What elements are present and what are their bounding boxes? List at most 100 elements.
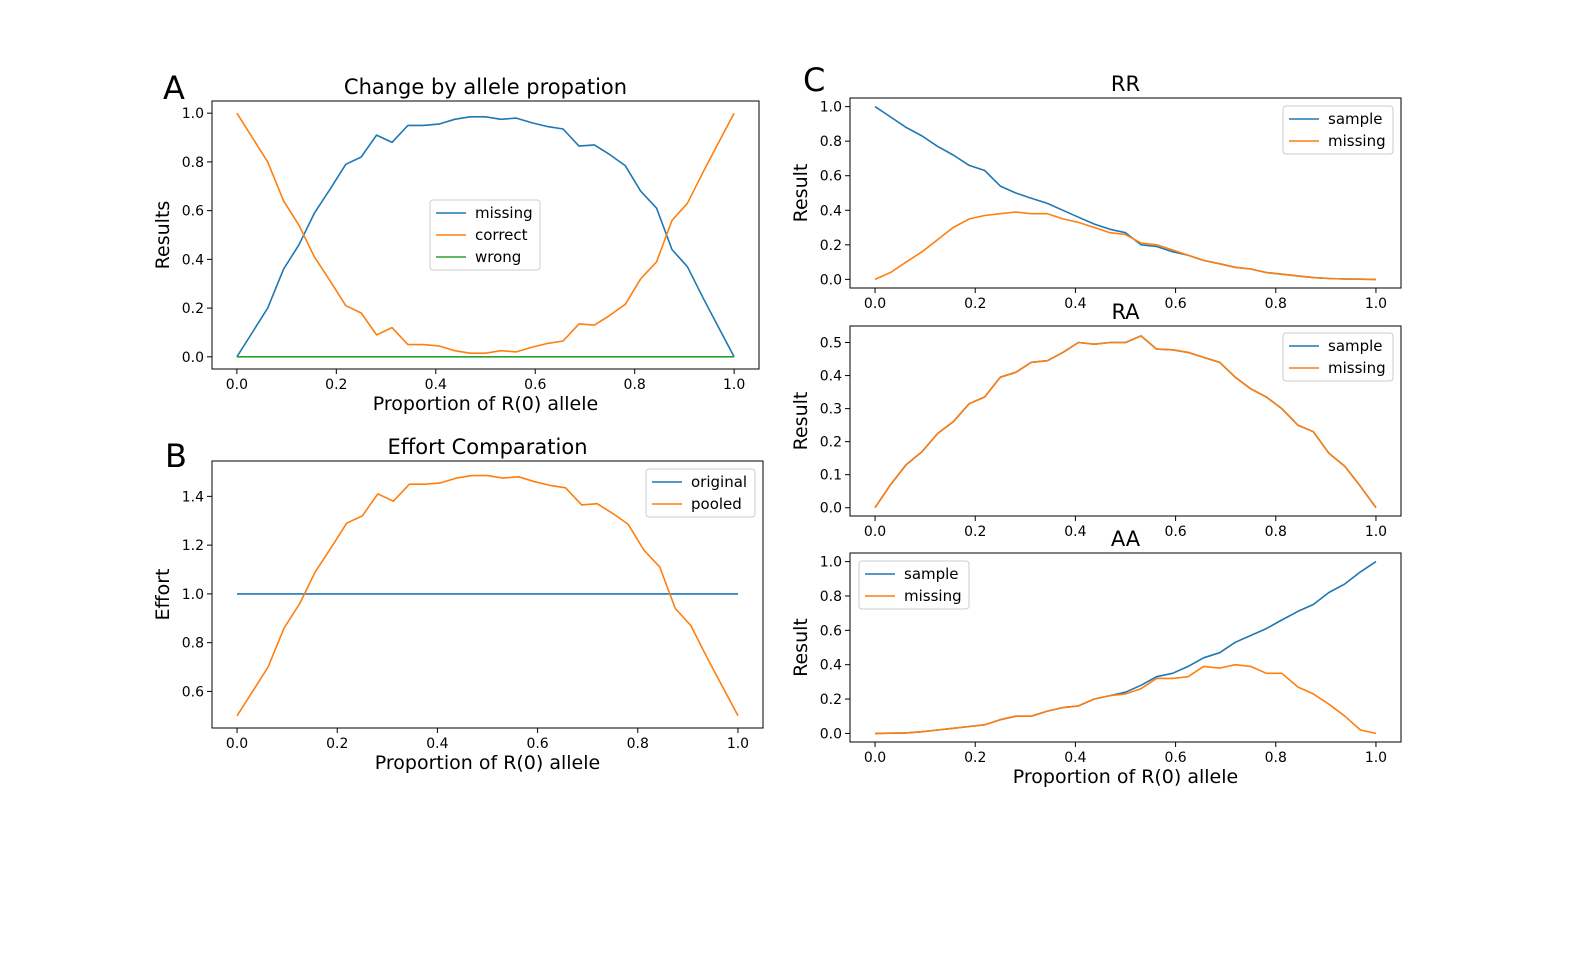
chart-a: Change by allele propation 0.0 0.2 0.4 0.6 0.…	[152, 75, 760, 415]
plot-frame	[849, 552, 1402, 743]
series-line-pooled	[236, 474, 739, 717]
x-axis-label: Proportion of R(0) allele	[373, 393, 598, 415]
x-tick-label: 1.0	[1365, 524, 1387, 540]
y-tick-label: 0.8	[182, 155, 204, 171]
x-tick-label: 0.4	[426, 736, 448, 752]
x-tick-label: 0.4	[1064, 750, 1086, 766]
x-tick-label: 0.2	[326, 736, 348, 752]
x-tick-label: 0.6	[1164, 296, 1186, 312]
y-tick-label: 0.6	[182, 684, 204, 700]
y-tick-label: 0.8	[820, 589, 842, 605]
plot-frame	[211, 100, 760, 370]
y-tick-label: 0.1	[820, 468, 842, 484]
chart-title: Change by allele propation	[344, 75, 627, 99]
y-tick-label: 0.0	[820, 272, 842, 288]
legend-label-pooled: pooled	[691, 495, 742, 513]
x-tick-label: 0.6	[524, 377, 546, 393]
x-tick-label: 0.8	[1265, 296, 1287, 312]
legend: original pooled	[645, 468, 756, 518]
legend: sample missing	[1282, 332, 1394, 382]
legend-box	[1282, 332, 1394, 382]
panel-letter-b: B	[165, 437, 187, 475]
x-tick-label: 0.6	[1164, 750, 1186, 766]
y-axis-label: Effort	[152, 569, 174, 621]
x-tick-label: 0.8	[627, 736, 649, 752]
panel-letter-c: C	[803, 61, 825, 99]
x-tick-label: 0.8	[1265, 750, 1287, 766]
chart-c-aa: AA 0.0 0.2 0.4 0.6 0.8 1.0 0.0 0.2 0.4 0.6 0.8 1.0 Pr…	[790, 527, 1402, 788]
x-tick-label: 0.4	[425, 377, 447, 393]
y-tick-label: 0.5	[820, 336, 842, 352]
y-tick-label: 1.2	[182, 538, 204, 554]
y-tick-label: 0.4	[820, 203, 842, 219]
panel-letter-a: A	[163, 69, 185, 107]
y-tick-label: 0.6	[182, 204, 204, 220]
y-tick-label: 1.0	[182, 587, 204, 603]
series-line-missing	[874, 211, 1377, 281]
y-axis-label: Result	[790, 164, 812, 223]
y-tick-label: 0.2	[820, 238, 842, 254]
chart-c-ra: RA 0.0 0.2 0.4 0.6 0.8 1.0 0.0 0.1 0.2 0.3 0.4 0.5 Re…	[790, 300, 1402, 540]
x-axis-label: Proportion of R(0) allele	[1013, 766, 1238, 788]
x-tick-label: 0.2	[325, 377, 347, 393]
y-tick-label: 0.6	[820, 169, 842, 185]
y-axis-label: Results	[152, 201, 174, 270]
y-tick-label: 0.0	[820, 501, 842, 517]
y-tick-label: 0.2	[182, 301, 204, 317]
chart-title: RR	[1111, 72, 1140, 96]
series-line-correct	[236, 112, 735, 355]
x-tick-label: 0.8	[1265, 524, 1287, 540]
x-axis-label: Proportion of R(0) allele	[375, 752, 600, 774]
y-tick-label: 0.3	[820, 402, 842, 418]
y-tick-label: 1.0	[182, 106, 204, 122]
y-tick-label: 0.4	[820, 658, 842, 674]
x-tick-label: 0.2	[964, 524, 986, 540]
y-tick-label: 0.0	[182, 350, 204, 366]
y-tick-label: 0.8	[820, 134, 842, 150]
y-tick-label: 0.2	[820, 435, 842, 451]
legend-label-sample: sample	[904, 565, 959, 583]
y-tick-label: 0.4	[820, 369, 842, 385]
x-tick-label: 1.0	[727, 736, 749, 752]
legend-label-wrong: wrong	[475, 248, 521, 266]
legend-label-missing: missing	[475, 204, 533, 222]
x-tick-label: 0.0	[864, 296, 886, 312]
chart-title: AA	[1111, 527, 1141, 551]
legend: sample missing	[858, 560, 970, 610]
y-tick-label: 1.0	[820, 100, 842, 116]
y-tick-label: 0.0	[820, 726, 842, 742]
legend-box	[1282, 105, 1394, 155]
legend-label-missing: missing	[1328, 359, 1386, 377]
y-tick-label: 0.8	[182, 636, 204, 652]
y-tick-label: 0.6	[820, 623, 842, 639]
y-tick-label: 0.4	[182, 252, 204, 268]
x-tick-label: 0.4	[1064, 524, 1086, 540]
legend-label-sample: sample	[1328, 110, 1383, 128]
x-tick-label: 0.2	[964, 750, 986, 766]
plot-frame	[849, 325, 1402, 517]
legend-label-correct: correct	[475, 226, 528, 244]
chart-title: Effort Comparation	[387, 435, 587, 459]
legend-box	[429, 199, 541, 271]
legend-box	[645, 468, 756, 518]
legend-label-missing: missing	[904, 587, 962, 605]
series-line-missing	[874, 335, 1377, 509]
x-tick-label: 0.2	[964, 296, 986, 312]
x-tick-label: 0.6	[526, 736, 548, 752]
series-line-missing	[874, 663, 1377, 735]
y-axis-label: Result	[790, 618, 812, 677]
x-tick-label: 0.8	[624, 377, 646, 393]
legend-label-missing: missing	[1328, 132, 1386, 150]
plot-frame	[211, 460, 764, 729]
x-tick-label: 0.4	[1064, 296, 1086, 312]
x-tick-label: 0.0	[226, 736, 248, 752]
series-line-missing	[236, 116, 735, 358]
x-tick-label: 0.6	[1164, 524, 1186, 540]
y-tick-label: 0.2	[820, 692, 842, 708]
x-tick-label: 0.0	[864, 524, 886, 540]
x-tick-label: 1.0	[723, 377, 745, 393]
legend-box	[858, 560, 970, 610]
plot-frame	[849, 97, 1402, 289]
x-tick-label: 0.0	[226, 377, 248, 393]
